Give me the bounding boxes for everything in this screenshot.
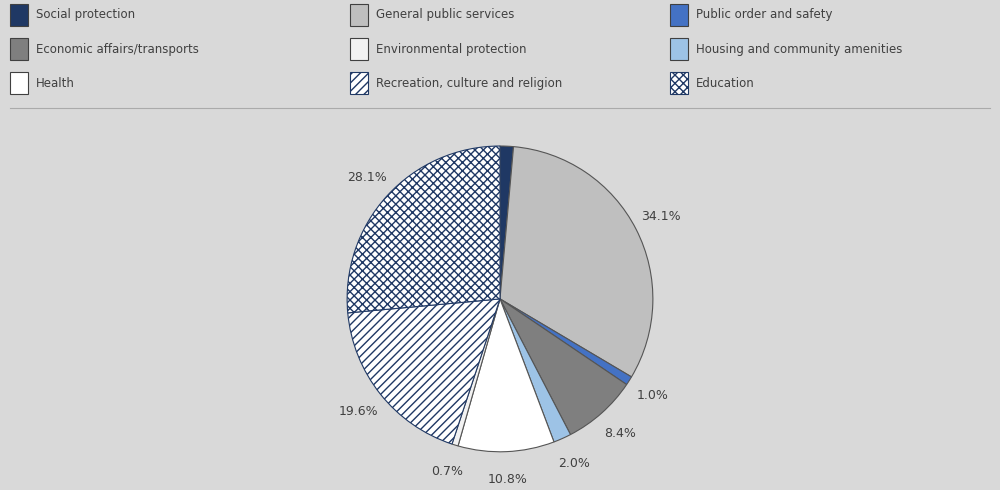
Wedge shape <box>458 299 554 452</box>
Text: 10.8%: 10.8% <box>488 473 527 486</box>
Text: Environmental protection: Environmental protection <box>376 43 526 55</box>
Text: 1.0%: 1.0% <box>636 389 668 402</box>
Text: Education: Education <box>696 77 755 90</box>
Wedge shape <box>500 299 631 385</box>
Wedge shape <box>348 299 500 444</box>
Wedge shape <box>347 146 500 313</box>
Text: 2.0%: 2.0% <box>558 457 590 470</box>
Text: 19.6%: 19.6% <box>339 405 379 417</box>
Wedge shape <box>452 299 500 446</box>
Text: 0.7%: 0.7% <box>431 465 463 478</box>
Text: Social protection: Social protection <box>36 8 135 21</box>
Text: Health: Health <box>36 77 75 90</box>
Wedge shape <box>500 299 570 442</box>
Wedge shape <box>500 299 627 435</box>
Text: Public order and safety: Public order and safety <box>696 8 833 21</box>
Text: Recreation, culture and religion: Recreation, culture and religion <box>376 77 562 90</box>
Wedge shape <box>500 146 514 299</box>
Text: General public services: General public services <box>376 8 514 21</box>
Text: Economic affairs/transports: Economic affairs/transports <box>36 43 199 55</box>
Text: 28.1%: 28.1% <box>347 171 387 184</box>
Text: 8.4%: 8.4% <box>604 427 636 440</box>
Wedge shape <box>500 147 653 377</box>
Text: Housing and community amenities: Housing and community amenities <box>696 43 902 55</box>
Text: 34.1%: 34.1% <box>641 210 680 223</box>
